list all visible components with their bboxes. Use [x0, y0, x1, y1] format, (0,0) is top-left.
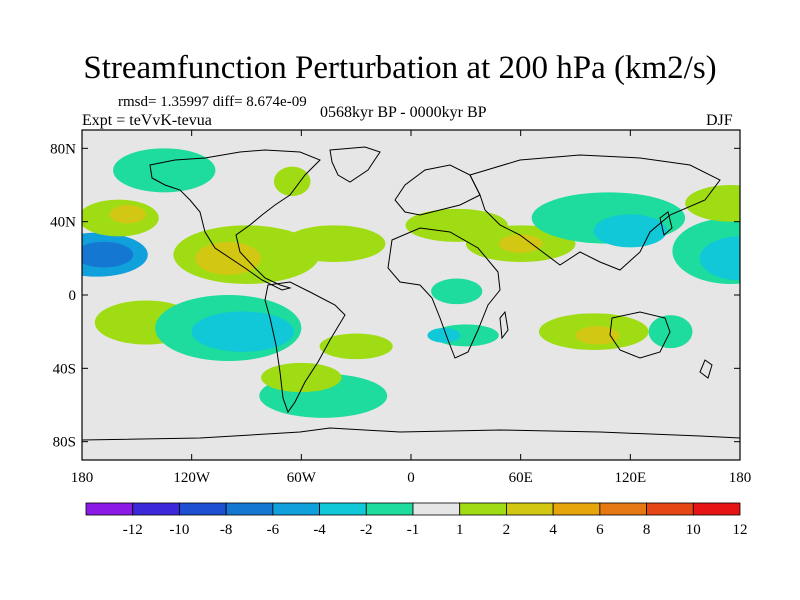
x-axis: 180 120W 60W 0 60E 120E 180 — [71, 130, 752, 486]
coastline-asia — [469, 154, 721, 271]
contour-region — [191, 311, 295, 352]
contour-region — [109, 205, 146, 224]
colorbar-label: -6 — [267, 522, 280, 538]
coastline-japan — [659, 211, 673, 236]
coastline-south-america — [264, 281, 346, 414]
colorbar-label: 12 — [733, 522, 748, 538]
x-tick-label: 180 — [729, 470, 752, 486]
coastline-antarctica — [82, 427, 740, 441]
colorbar-label: -10 — [169, 522, 189, 538]
colorbar-label: -2 — [360, 522, 373, 538]
x-tick-label: 0 — [407, 470, 415, 486]
colorbar-label: 1 — [456, 522, 464, 538]
contour-region — [498, 234, 543, 253]
colorbar-label: -1 — [407, 522, 420, 538]
colorbar-label: 4 — [549, 522, 557, 538]
x-tick-label: 120E — [614, 470, 646, 486]
colorbar-label: -12 — [123, 522, 143, 538]
coastline-north-america — [149, 149, 321, 291]
stats-label: rmsd= 1.35997 diff= 8.674e-09 — [118, 94, 307, 110]
contour-region — [575, 326, 620, 345]
colorbar-swatch — [506, 502, 554, 516]
colorbar-swatch — [459, 502, 507, 516]
y-tick-label: 0 — [69, 288, 77, 304]
colorbar-swatch — [365, 502, 414, 516]
colorbar-swatch — [319, 502, 367, 516]
x-tick-label: 60W — [287, 470, 317, 486]
y-axis: 80N 40N 0 40S 80S — [50, 141, 740, 451]
colorbar-swatch — [599, 502, 647, 516]
colorbar-label: 8 — [643, 522, 651, 538]
y-tick-label: 40S — [53, 361, 76, 377]
colorbar-swatch — [225, 502, 274, 516]
coastline-africa — [387, 227, 501, 359]
contour-region — [699, 236, 740, 281]
x-tick-label: 120W — [173, 470, 211, 486]
colorbar-swatch — [646, 502, 694, 516]
contour-region — [431, 278, 483, 305]
coastline-australia — [609, 311, 671, 359]
y-tick-label: 80N — [50, 141, 76, 157]
contour-region — [319, 333, 393, 360]
colorbar-swatch — [552, 502, 601, 516]
coastline-new-zealand — [699, 359, 713, 379]
chart-title: Streamfunction Perturbation at 200 hPa (… — [83, 50, 717, 86]
colorbar-label: 2 — [503, 522, 511, 538]
colorbar-swatch — [85, 502, 134, 516]
colorbar-swatch — [179, 502, 227, 516]
experiment-label: Expt = teVvK-tevua — [82, 112, 212, 129]
contour-region — [273, 166, 311, 196]
colorbar: -12 -10 -8 -6 -4 -2 -1 1 2 4 6 8 10 12 — [85, 502, 748, 538]
coastline-greenland — [329, 146, 381, 183]
colorbar-label: -4 — [313, 522, 326, 538]
contour-region — [427, 328, 461, 343]
y-tick-label: 40N — [50, 215, 76, 231]
colorbar-label: 10 — [686, 522, 701, 538]
contour-region — [261, 362, 342, 393]
contour-region — [685, 185, 740, 222]
contour-region — [593, 214, 667, 248]
coastline-layer — [82, 146, 740, 441]
colorbar-swatch — [272, 502, 320, 516]
colorbar-swatch — [692, 502, 741, 516]
colorbar-label: 6 — [596, 522, 604, 538]
coastline-madagascar — [499, 310, 509, 340]
x-tick-label: 180 — [71, 470, 94, 486]
colorbar-swatch — [412, 502, 461, 516]
contour-region — [82, 241, 134, 268]
y-tick-label: 80S — [53, 435, 76, 451]
colorbar-swatch — [132, 502, 180, 516]
season-label: DJF — [706, 112, 733, 129]
period-label: 0568kyr BP - 0000kyr BP — [320, 104, 487, 121]
contour-region — [195, 241, 262, 275]
x-tick-label: 60E — [509, 470, 533, 486]
colorbar-label: -8 — [220, 522, 233, 538]
contour-region — [283, 225, 386, 262]
contour-region — [113, 148, 216, 193]
contour-region — [648, 315, 693, 349]
contour-fill-layer — [82, 148, 740, 418]
